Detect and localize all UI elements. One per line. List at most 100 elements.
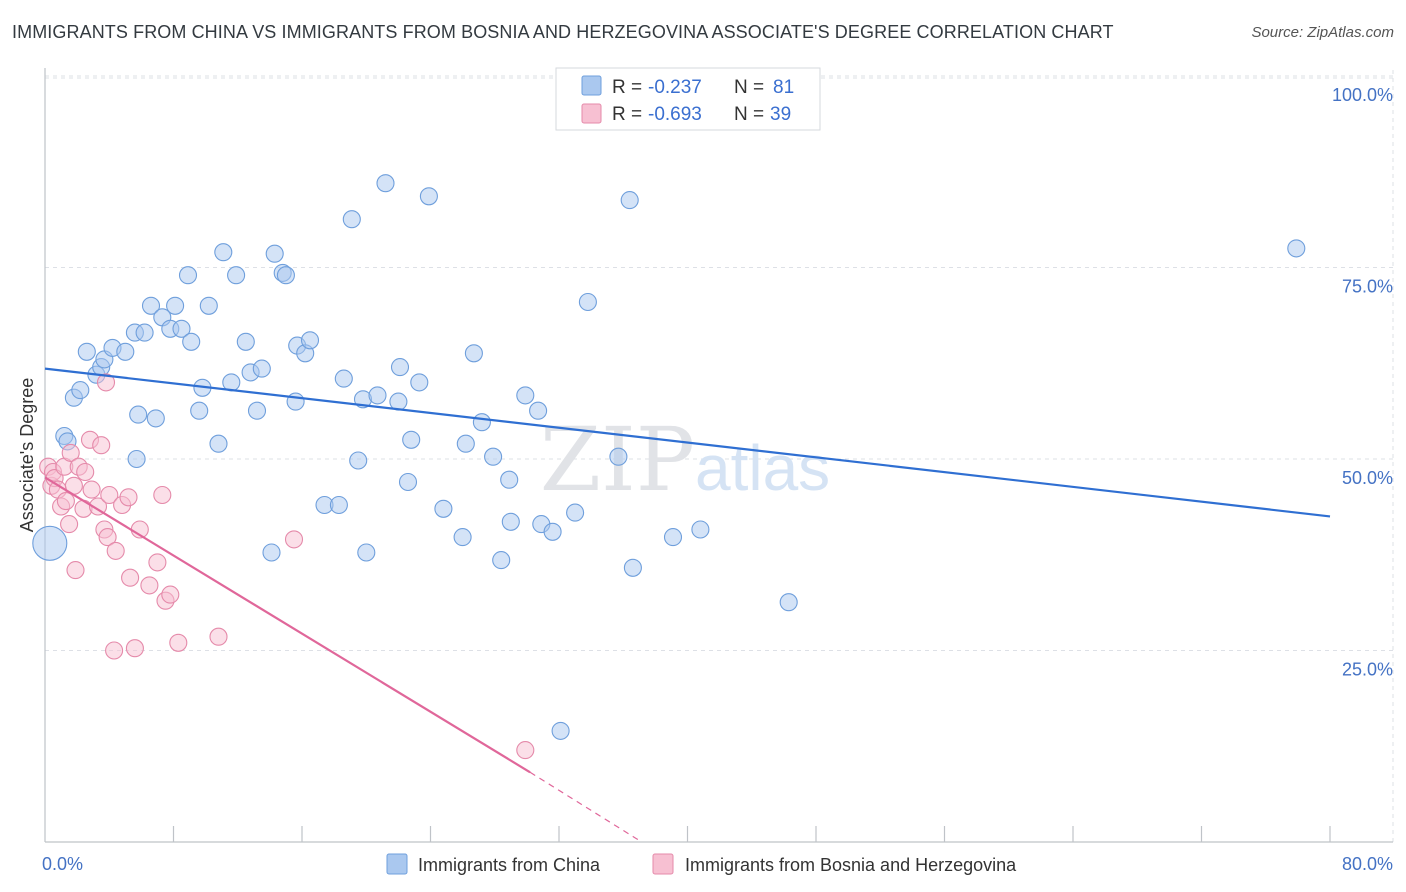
china-point <box>543 522 562 541</box>
china-point <box>300 331 320 350</box>
bosnia-point <box>100 485 119 505</box>
x-tick-label: 0.0% <box>42 854 83 874</box>
china-point <box>368 386 387 405</box>
china-point <box>71 381 90 400</box>
china-point <box>178 266 198 285</box>
china-point <box>116 342 135 361</box>
bosnia-point <box>121 568 140 587</box>
china-point <box>32 525 68 561</box>
china-point <box>456 434 475 453</box>
china-point <box>464 344 483 363</box>
china-point <box>276 266 295 285</box>
china-point <box>199 296 218 315</box>
y-tick-label: 25.0% <box>1342 660 1393 680</box>
grid-layer <box>45 70 1394 842</box>
china-point <box>247 401 267 420</box>
china-point <box>434 499 453 518</box>
legend-bosnia-n-label: N = <box>734 104 764 125</box>
bosnia-point <box>209 627 228 646</box>
china-point <box>500 470 519 489</box>
legend-bosnia-r-value: -0.693 <box>648 104 702 125</box>
bosnia-point <box>76 462 95 482</box>
bosnia-point <box>96 373 116 392</box>
y-axis-label: Associate's Degree <box>17 378 37 533</box>
bosnia-point <box>140 576 159 595</box>
bosnia-point <box>61 443 80 462</box>
china-point <box>262 543 281 562</box>
china-point <box>166 296 185 315</box>
china-point <box>252 359 271 378</box>
china-point <box>623 558 642 577</box>
china-point <box>349 451 368 470</box>
y-tick-label: 100.0% <box>1332 85 1393 105</box>
china-point <box>1287 239 1306 258</box>
bosnia-point <box>88 497 108 516</box>
bottom-legend-swatch-china <box>386 853 408 875</box>
legend-bosnia-r-label: R = <box>612 104 642 125</box>
bosnia-point <box>92 436 111 455</box>
bottom-legend: Immigrants from China Immigrants from Bo… <box>386 853 1017 875</box>
china-point <box>484 447 503 466</box>
y-tick-label: 50.0% <box>1342 468 1393 488</box>
china-point <box>357 543 376 562</box>
china-point <box>779 593 798 612</box>
china-point <box>453 528 472 547</box>
bosnia-point <box>284 530 304 549</box>
china-point <box>691 520 710 539</box>
bosnia-point <box>105 641 124 660</box>
bosnia-point <box>161 585 180 604</box>
china-point <box>492 551 511 570</box>
china-point <box>172 319 191 338</box>
points-layer <box>32 174 1306 760</box>
bosnia-point <box>98 528 117 547</box>
bosnia-point <box>60 515 79 534</box>
bosnia-point <box>153 485 172 505</box>
china-point <box>551 721 570 740</box>
bosnia-point <box>56 492 75 511</box>
legend-china-r-label: R = <box>612 77 642 98</box>
china-point <box>209 434 228 453</box>
china-point <box>265 244 284 263</box>
china-point <box>578 292 597 312</box>
bosnia-point <box>106 541 125 560</box>
china-point <box>342 210 361 229</box>
bosnia-point <box>169 633 188 652</box>
china-point <box>236 332 255 351</box>
china-point <box>390 358 410 377</box>
china-point <box>182 332 201 351</box>
legend-swatch-bosnia <box>581 103 602 124</box>
china-point <box>286 392 305 411</box>
legend-china-n-label: N = <box>734 77 764 98</box>
legend-china-r-value: -0.237 <box>648 77 702 98</box>
china-point <box>419 187 438 206</box>
china-point <box>129 405 148 424</box>
bosnia-point <box>82 480 101 499</box>
china-point <box>398 472 418 492</box>
china-point <box>402 430 421 449</box>
china-point <box>190 401 209 420</box>
bosnia-point <box>66 561 85 580</box>
china-point <box>529 401 548 420</box>
china-point <box>663 528 683 547</box>
china-point <box>566 503 585 522</box>
china-point <box>127 449 146 469</box>
watermark: ZIPatlas <box>540 408 830 511</box>
china-point <box>334 369 353 388</box>
source-credit: Source: ZipAtlas.com <box>1251 24 1394 41</box>
legend-bosnia-n-value: 39 <box>770 104 791 125</box>
axis-layer: 25.0% 50.0% 75.0% 100.0% 0.0% 80.0% <box>42 68 1393 874</box>
bottom-legend-bosnia-label: Immigrants from Bosnia and Herzegovina <box>685 855 1017 875</box>
china-point <box>376 174 395 193</box>
china-point <box>472 413 491 432</box>
bosnia-point <box>516 741 535 760</box>
china-point <box>410 373 429 392</box>
legend-china-n-value: 81 <box>773 77 794 98</box>
bosnia-point <box>125 639 144 658</box>
china-point <box>141 296 161 315</box>
china-point <box>501 512 520 531</box>
legend-swatch-china <box>581 75 602 96</box>
y-tick-label: 75.0% <box>1342 277 1393 297</box>
china-point <box>214 243 233 262</box>
china-point <box>609 447 628 466</box>
